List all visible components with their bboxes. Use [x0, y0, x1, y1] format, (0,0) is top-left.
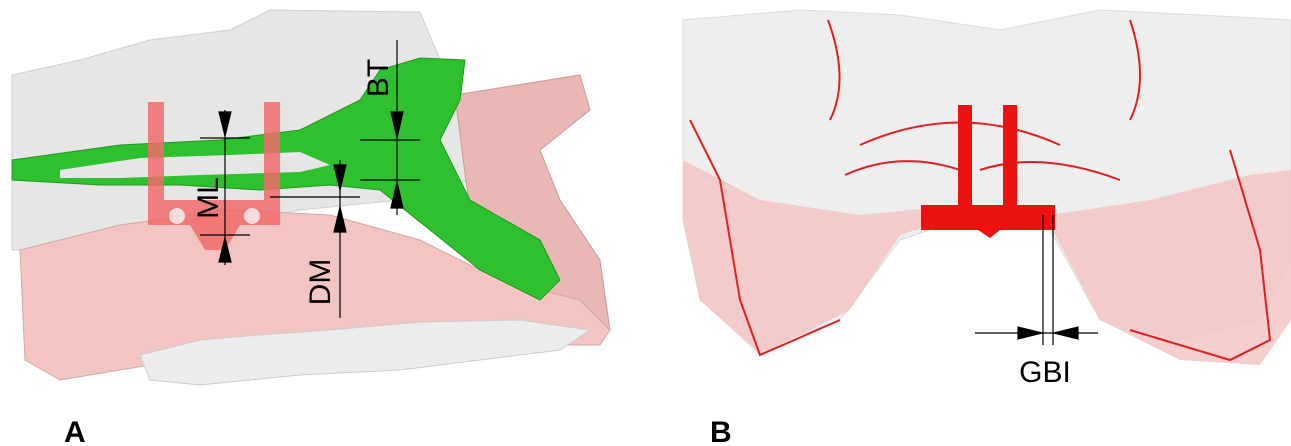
- annotation: BT: [362, 59, 395, 97]
- panel-label: B: [710, 416, 732, 446]
- measure-lines-b: [975, 215, 1098, 345]
- panel-a-image: [11, 9, 611, 386]
- annotation: GBI: [1019, 356, 1071, 389]
- annotation: DM: [304, 259, 337, 306]
- panel-b-image: [682, 9, 1291, 365]
- panel-label: A: [64, 416, 86, 446]
- measure-lines-a: [200, 40, 420, 318]
- annotation: ML: [192, 177, 225, 219]
